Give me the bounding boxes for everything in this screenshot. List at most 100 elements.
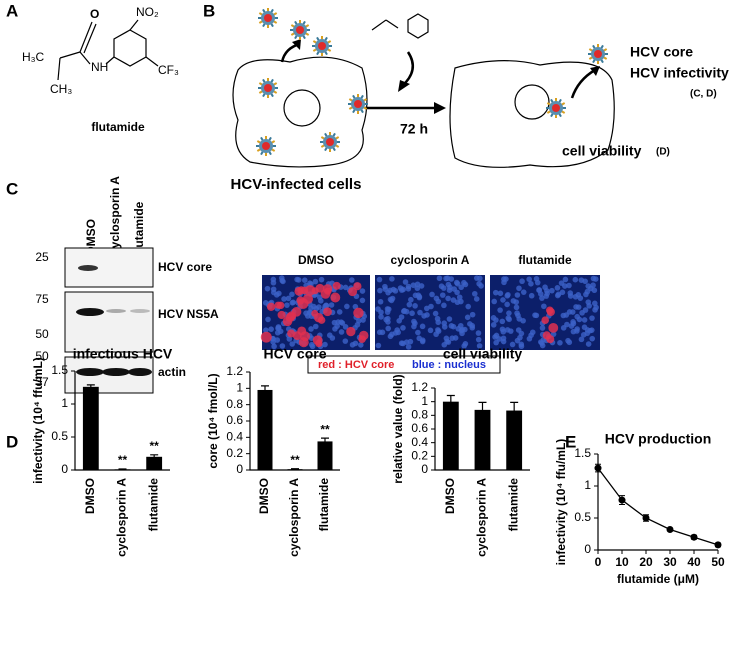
nucleus [574,313,581,320]
nucleus [533,275,540,282]
nucleus [490,322,497,328]
nucleus [499,326,506,333]
nucleus [400,308,407,315]
point [594,464,602,472]
nucleus [429,291,435,298]
nucleus [279,343,286,349]
chart-title: HCV production [605,431,712,447]
nucleus [493,339,499,346]
mw-marker: 75 [35,292,49,306]
nucleus [307,280,313,287]
nucleus [309,343,316,350]
nucleus [323,302,329,309]
nucleus [539,295,545,301]
panel-label: E [565,432,576,451]
y-tick-label: 0.2 [411,449,428,463]
nucleus [396,317,402,324]
x-tick-label: cyclosporin A [287,478,301,557]
atom-label: CH₃ [50,82,72,96]
nucleus [541,303,547,310]
nucleus [428,303,434,310]
nucleus [387,287,394,294]
infected-cell [287,311,297,321]
point [690,533,698,541]
nucleus [378,309,384,316]
bar [474,409,491,470]
nucleus [278,275,285,281]
nucleus [268,326,274,332]
nucleus [409,310,415,317]
mw-marker: 50 [35,327,49,341]
axes [597,454,718,551]
nucleus [450,323,457,330]
infected-cell [277,310,286,320]
y-tick-label: 0.4 [411,435,428,449]
nucleus [301,277,308,284]
nucleus [507,328,514,334]
y-tick-label: 0.4 [226,430,243,444]
nucleus [518,330,525,337]
nucleus [433,331,439,338]
core [264,84,272,92]
nucleus [295,277,302,283]
blots [64,247,154,394]
nucleus [464,314,471,321]
nucleus [446,316,453,322]
structure [57,19,159,81]
nucleus [432,310,439,317]
nucleus [384,309,391,315]
nucleus [338,329,345,335]
nucleus [439,292,446,298]
nucleus [589,335,596,342]
nucleus [497,290,504,297]
nucleus [462,341,469,347]
lane-label: flutamide [132,201,146,255]
nucleus [427,327,434,334]
nucleus [471,290,478,297]
nucleus [382,283,388,290]
nucleus [476,280,482,287]
point [714,541,722,549]
nucleus [567,290,574,296]
infected-cell [548,322,559,333]
error-bar [150,454,159,460]
nucleus [276,290,282,297]
nucleus [528,281,534,287]
mw-marker: 50 [35,349,49,363]
nucleus [549,287,555,294]
nucleus [436,275,443,282]
nucleus [520,289,527,295]
nucleus [445,295,451,302]
nucleus [303,310,309,316]
y-tick-label: 0.6 [226,413,243,427]
infected-cell [353,307,364,319]
nucleus [490,315,497,321]
nucleus [402,279,409,285]
nucleus [375,342,382,349]
nucleus [516,285,522,292]
nucleus [359,288,366,294]
micrographs [260,275,600,350]
significance: ** [290,453,300,467]
nucleus [519,278,525,285]
nucleus [290,299,296,306]
nucleus [312,323,319,330]
infected-cell [294,286,304,296]
nucleus [326,332,333,339]
nucleus [514,310,520,316]
atom-label: O [90,7,99,21]
nucleus [578,336,585,343]
y-tick-label: 1.5 [574,446,591,460]
infected-cell [546,308,555,317]
nucleus [328,302,335,308]
nucleus [581,317,588,323]
error-bar [510,401,519,420]
infected-cell [332,281,341,290]
nucleus [589,315,595,321]
significance: ** [149,439,159,453]
scheme [232,13,615,168]
nucleus [469,311,476,318]
x-tick-label: 50 [711,555,725,569]
nucleus [514,292,521,298]
